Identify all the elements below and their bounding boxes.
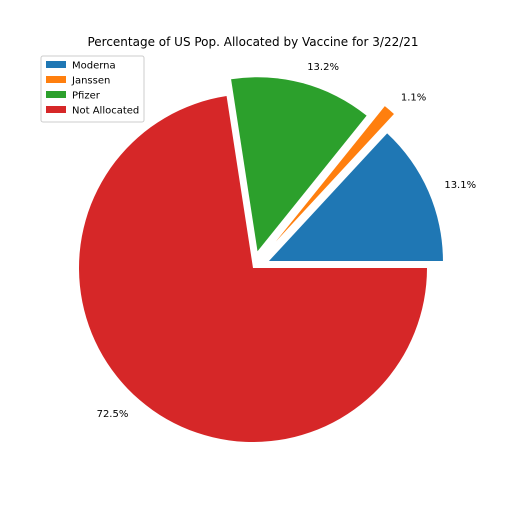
pie-slice-janssen <box>275 106 394 242</box>
legend-swatch-janssen <box>46 76 66 83</box>
legend-box <box>40 55 145 123</box>
slice-label-moderna: 13.1% <box>444 180 476 191</box>
legend-label-janssen: Janssen <box>71 76 110 87</box>
slice-label-not-allocated: 72.5% <box>97 409 129 420</box>
slice-label-pfizer: 13.2% <box>307 62 339 73</box>
legend-swatch-not-allocated <box>46 106 66 113</box>
legend-label-pfizer: Pfizer <box>72 91 101 102</box>
pie-slice-not-allocated <box>78 96 427 443</box>
pie-slice-labels: 13.1% 1.1% 13.2% 72.5% <box>97 62 477 420</box>
slice-label-janssen: 1.1% <box>401 92 426 103</box>
legend-swatch-pfizer <box>46 91 66 98</box>
chart-title: Percentage of US Pop. Allocated by Vacci… <box>87 35 418 49</box>
pie-slice-moderna <box>268 133 443 262</box>
pie-slices <box>78 77 443 443</box>
legend-swatch-moderna <box>46 61 66 68</box>
legend-label-not-allocated: Not Allocated <box>72 106 139 117</box>
legend: Moderna Janssen Pfizer Not Allocated <box>40 55 145 123</box>
legend-label-moderna: Moderna <box>72 61 116 72</box>
pie-slice-pfizer <box>231 77 367 252</box>
